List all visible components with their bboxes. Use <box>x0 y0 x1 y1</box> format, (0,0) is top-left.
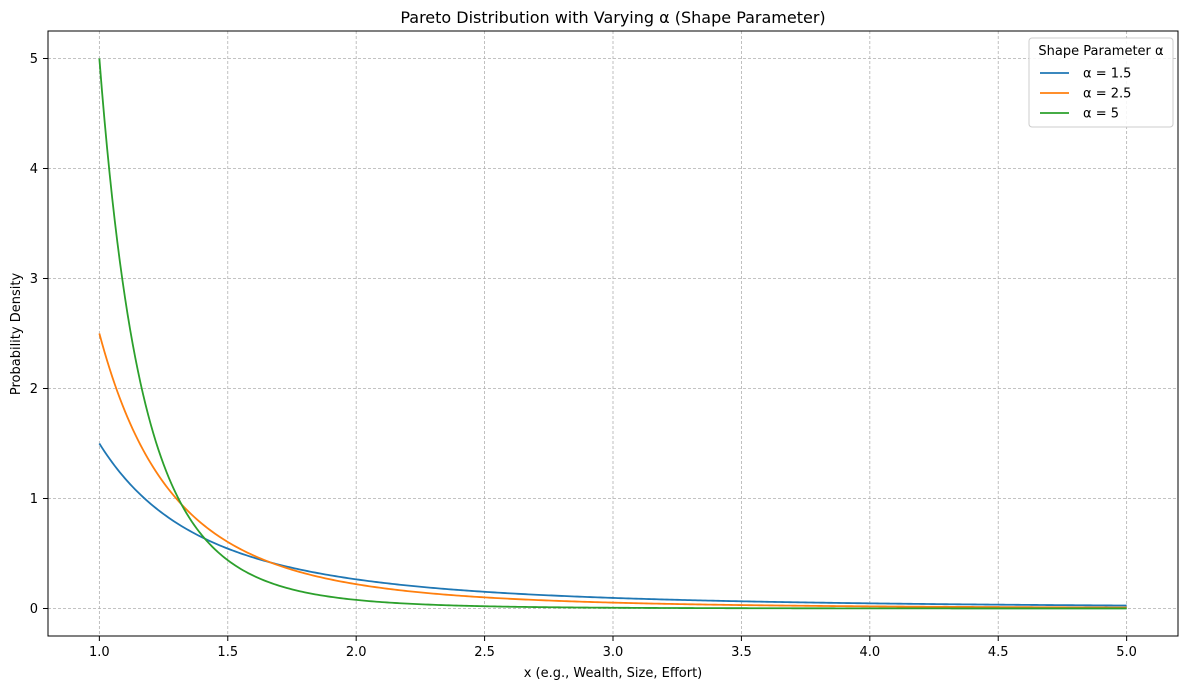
legend: Shape Parameter α α = 1.5 α = 2.5 α = 5 <box>1028 37 1174 128</box>
legend-label: α = 1.5 <box>1083 67 1131 82</box>
chart-title: Pareto Distribution with Varying α (Shap… <box>400 8 825 27</box>
y-tick-label: 5 <box>30 52 38 67</box>
series-line <box>98 58 1127 610</box>
x-tick-label: 5.0 <box>1116 645 1137 660</box>
y-axis-label: Probability Density <box>9 273 24 396</box>
x-axis-ticks: 1.0 1.5 2.0 2.5 3.0 3.5 4.0 4.5 5.0 <box>89 636 1137 660</box>
legend-items: α = 1.5 α = 2.5 α = 5 <box>1040 67 1131 122</box>
legend-title: Shape Parameter α <box>1038 44 1163 59</box>
x-tick-label: 2.5 <box>474 645 495 660</box>
y-tick-label: 2 <box>30 382 38 397</box>
x-tick-label: 3.5 <box>731 645 752 660</box>
x-axis-label: x (e.g., Wealth, Size, Effort) <box>524 666 703 681</box>
y-tick-label: 3 <box>30 272 38 287</box>
series-line <box>98 333 1127 609</box>
x-tick-label: 4.0 <box>859 645 880 660</box>
x-tick-label: 4.5 <box>988 645 1009 660</box>
legend-label: α = 5 <box>1083 107 1119 122</box>
x-tick-label: 3.0 <box>603 645 624 660</box>
y-tick-label: 1 <box>30 492 38 507</box>
x-tick-label: 1.0 <box>89 645 110 660</box>
x-tick-label: 2.0 <box>346 645 367 660</box>
legend-box <box>1028 37 1174 128</box>
legend-label: α = 2.5 <box>1083 87 1131 102</box>
y-axis-ticks: 0 1 2 3 4 5 <box>30 52 48 617</box>
y-tick-label: 4 <box>30 162 38 177</box>
series-layer <box>98 58 1127 610</box>
x-tick-label: 1.5 <box>217 645 238 660</box>
y-tick-label: 0 <box>30 602 38 617</box>
